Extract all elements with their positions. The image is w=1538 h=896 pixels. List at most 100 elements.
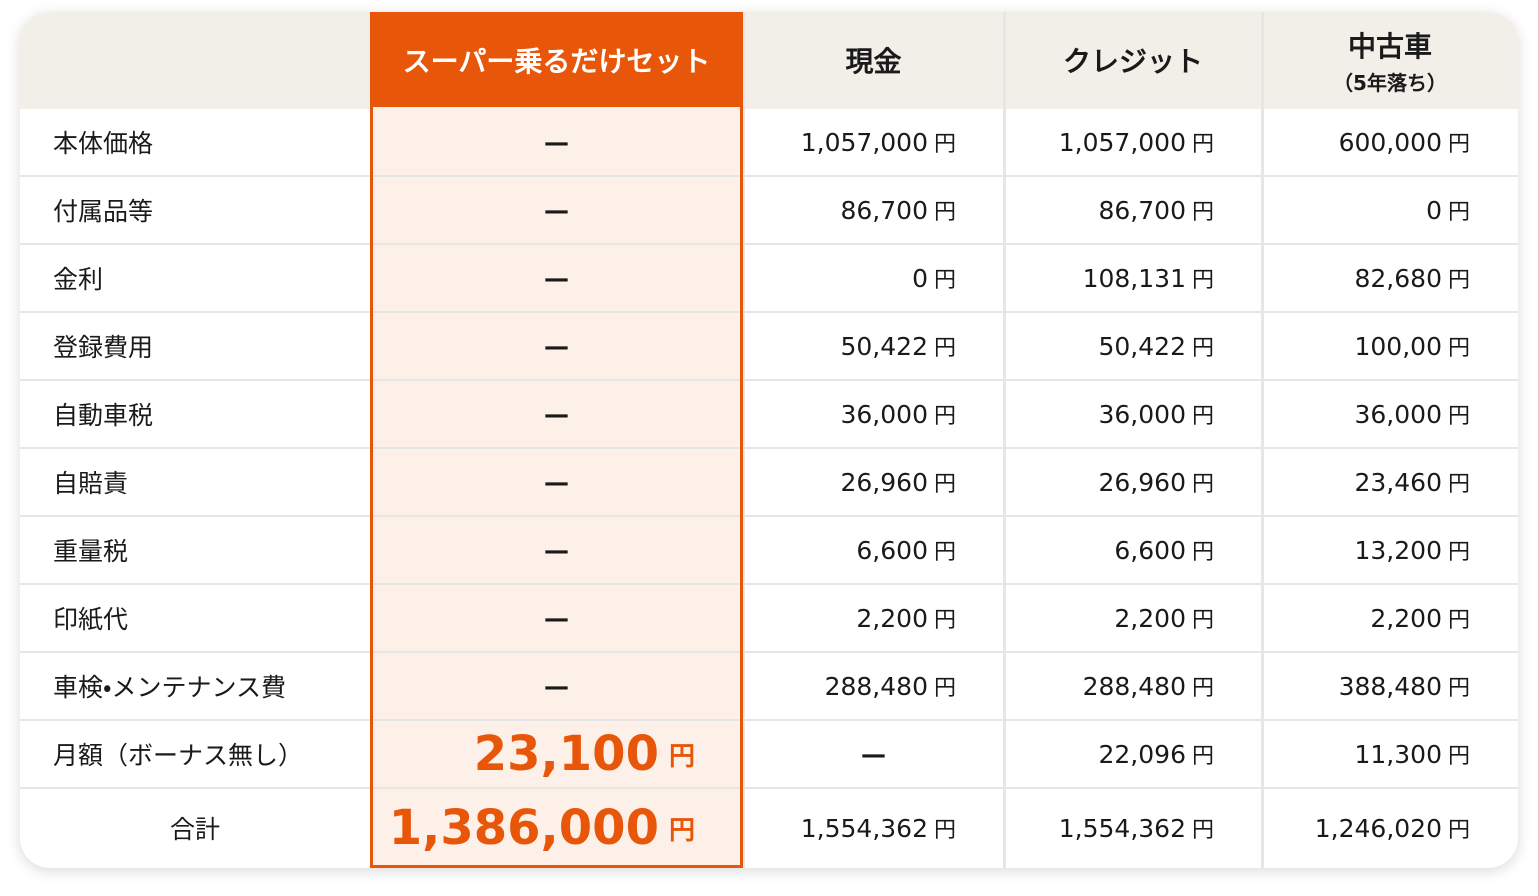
- header-label: クレジット: [1062, 45, 1203, 78]
- unit: 円: [1447, 472, 1470, 497]
- value-cell: 22,096 円: [1004, 720, 1262, 788]
- unit: 円: [1447, 268, 1470, 293]
- unit: 円: [1191, 744, 1214, 769]
- row-label: 合計: [20, 788, 370, 868]
- value-cell: 2,200 円: [1004, 584, 1262, 652]
- value: 6,600: [856, 535, 928, 565]
- row-label: 本体価格: [20, 108, 370, 176]
- row-label-text: 月額（ボーナス無し）: [53, 741, 304, 770]
- unit: 円: [1447, 676, 1470, 701]
- value-cell: 26,960 円: [743, 448, 1004, 516]
- row-divider: [20, 515, 1518, 517]
- row-label: 登録費用: [20, 312, 370, 380]
- value: 100,00: [1354, 331, 1442, 361]
- value-cell: 1,057,000 円: [1004, 108, 1262, 176]
- value-cell: 50,422 円: [743, 312, 1004, 380]
- value: 1,554,362: [800, 813, 928, 843]
- row-divider: [20, 175, 1518, 177]
- unit: 円: [1191, 608, 1214, 633]
- value-cell: 11,300 円: [1262, 720, 1518, 788]
- header-cell: 中古車 （5年落ち）: [1262, 12, 1518, 108]
- value-cell: 50,422 円: [1004, 312, 1262, 380]
- unit: 円: [1447, 132, 1470, 157]
- value-cell: 288,480 円: [743, 652, 1004, 720]
- value-cell: —: [370, 176, 743, 244]
- value-cell: 1,057,000 円: [743, 108, 1004, 176]
- value-cell: 108,131 円: [1004, 244, 1262, 312]
- value-cell: 36,000 円: [743, 380, 1004, 448]
- unit: 円: [1447, 540, 1470, 565]
- value: 26,960: [840, 467, 928, 497]
- row-label-text: 合計: [169, 815, 220, 844]
- unit: 円: [933, 818, 956, 843]
- value: 26,960: [1098, 467, 1186, 497]
- unit: 円: [1191, 268, 1214, 293]
- column-divider: [1261, 12, 1264, 868]
- value-cell: 23,100 円: [370, 720, 743, 788]
- value: 23,460: [1354, 467, 1442, 497]
- header-label: 中古車: [1347, 29, 1432, 63]
- row-label-text: 車検・メンテナンス費: [53, 673, 287, 702]
- header-cell: スーパー乗るだけセット: [370, 12, 743, 108]
- row-divider: [20, 243, 1518, 245]
- unit: 円: [1191, 132, 1214, 157]
- comparison-table: スーパー乗るだけセット 現金 クレジット 中古車 （5年落ち） 本体価格 — 1,057,00…: [20, 12, 1518, 868]
- value-cell: 288,480 円: [1004, 652, 1262, 720]
- value-cell: —: [743, 720, 1004, 788]
- value-cell: 6,600 円: [1004, 516, 1262, 584]
- column-divider: [742, 12, 745, 868]
- row-divider: [20, 719, 1518, 721]
- row-label-text: 付属品等: [53, 197, 154, 226]
- row-label-text: 重量税: [53, 537, 129, 566]
- value-cell: 26,960 円: [1004, 448, 1262, 516]
- value: —: [544, 671, 569, 701]
- value: 388,480: [1338, 671, 1442, 701]
- unit: 円: [1191, 472, 1214, 497]
- row-label: 金利: [20, 244, 370, 312]
- value-cell: 1,554,362 円: [1004, 788, 1262, 868]
- value: 36,000: [1098, 399, 1186, 429]
- value: 86,700: [840, 195, 928, 225]
- value: —: [544, 535, 569, 565]
- unit: 円: [1447, 744, 1470, 769]
- value-cell: —: [370, 244, 743, 312]
- value-cell: 100,00 円: [1262, 312, 1518, 380]
- value: 86,700: [1098, 195, 1186, 225]
- row-label: 自動車税: [20, 380, 370, 448]
- row-label: 付属品等: [20, 176, 370, 244]
- unit: 円: [1447, 404, 1470, 429]
- value: 600,000: [1338, 127, 1442, 157]
- unit: 円: [933, 336, 956, 361]
- unit: 円: [933, 676, 956, 701]
- value: 2,200: [856, 603, 928, 633]
- row-divider: [20, 107, 1518, 109]
- row-divider: [20, 447, 1518, 449]
- value: 2,200: [1370, 603, 1442, 633]
- unit: 円: [933, 540, 956, 565]
- value: 0: [912, 263, 928, 293]
- unit: 円: [1191, 676, 1214, 701]
- value: 6,600: [1114, 535, 1186, 565]
- value: 0: [1426, 195, 1442, 225]
- value: —: [544, 331, 569, 361]
- value-cell: —: [370, 312, 743, 380]
- value-cell: 2,200 円: [743, 584, 1004, 652]
- unit: 円: [1447, 200, 1470, 225]
- unit: 円: [1447, 818, 1470, 843]
- value: 108,131: [1082, 263, 1186, 293]
- row-label-text: 自賠責: [53, 469, 129, 498]
- unit: 円: [933, 200, 956, 225]
- unit: 円: [1447, 336, 1470, 361]
- value: —: [544, 399, 569, 429]
- column-divider: [1003, 12, 1006, 868]
- value: —: [861, 739, 886, 769]
- value: 1,057,000: [1058, 127, 1186, 157]
- value: —: [544, 195, 569, 225]
- value: 13,200: [1354, 535, 1442, 565]
- unit: 円: [1191, 540, 1214, 565]
- value: 36,000: [1354, 399, 1442, 429]
- unit: 円: [668, 741, 695, 772]
- unit: 円: [1191, 818, 1214, 843]
- value-cell: 388,480 円: [1262, 652, 1518, 720]
